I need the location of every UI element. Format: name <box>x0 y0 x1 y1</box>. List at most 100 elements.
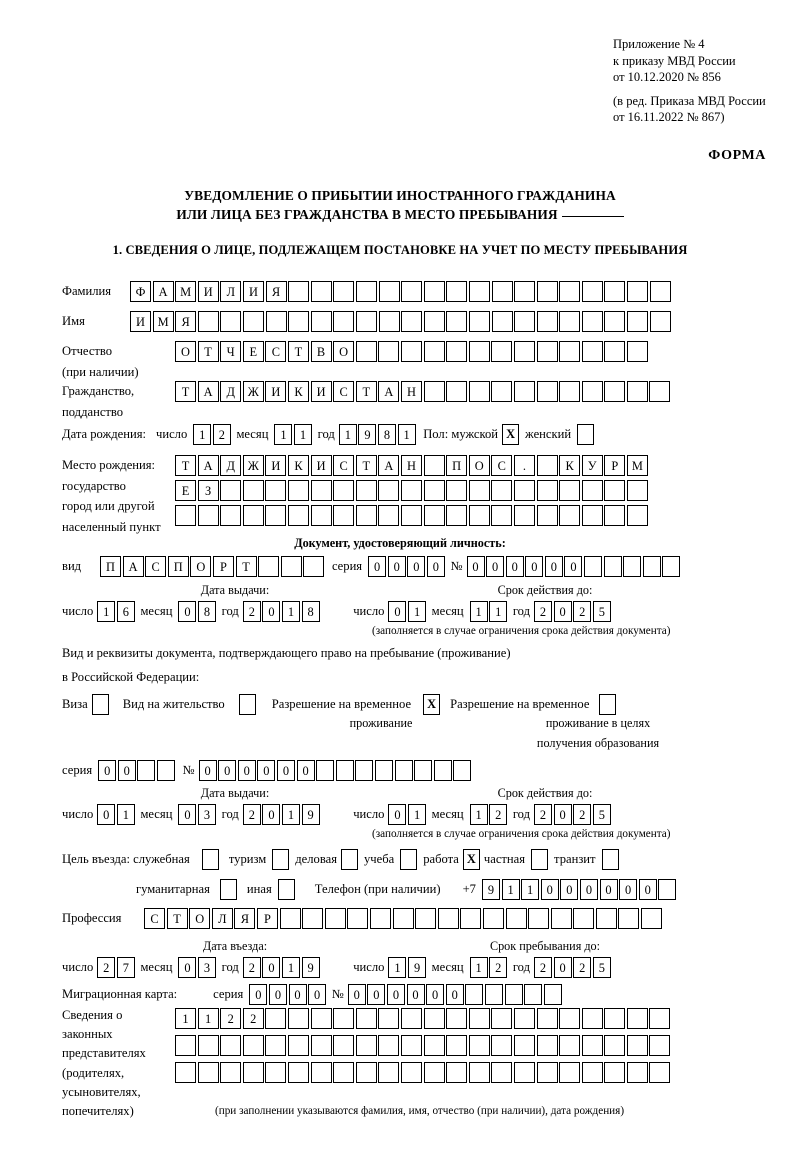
char-cell[interactable] <box>355 341 377 362</box>
char-cell[interactable]: 1 <box>294 424 313 445</box>
char-cell[interactable]: К <box>559 455 581 476</box>
char-cell[interactable]: 1 <box>282 804 301 825</box>
char-cell[interactable] <box>603 556 622 577</box>
char-cell[interactable]: 2 <box>242 957 261 978</box>
char-cell[interactable]: 0 <box>268 984 287 1005</box>
char-cell[interactable]: А <box>122 556 144 577</box>
char-cell[interactable] <box>197 1035 219 1056</box>
char-cell[interactable] <box>446 281 468 302</box>
char-cell[interactable] <box>333 480 355 501</box>
char-cell[interactable] <box>220 1062 242 1083</box>
purpose-humanitarian-checkbox[interactable] <box>219 879 237 900</box>
char-cell[interactable]: 0 <box>218 760 237 781</box>
char-cell[interactable] <box>242 311 264 332</box>
char-cell[interactable] <box>378 311 400 332</box>
char-cell[interactable] <box>355 1062 377 1083</box>
char-cell[interactable]: О <box>333 341 355 362</box>
char-cell[interactable]: 1 <box>521 879 540 900</box>
char-cell[interactable] <box>468 341 490 362</box>
char-cell[interactable]: 1 <box>408 601 427 622</box>
char-cell[interactable] <box>220 480 242 501</box>
char-cell[interactable]: К <box>287 381 309 402</box>
char-cell[interactable] <box>446 1008 468 1029</box>
char-cell[interactable]: 5 <box>592 804 611 825</box>
char-cell[interactable]: 3 <box>198 957 217 978</box>
char-cell[interactable] <box>573 908 595 929</box>
char-cell[interactable] <box>378 1035 400 1056</box>
char-cell[interactable] <box>658 879 677 900</box>
char-cell[interactable] <box>400 1062 422 1083</box>
char-cell[interactable] <box>302 908 324 929</box>
char-cell[interactable]: 5 <box>592 957 611 978</box>
char-cell[interactable]: И <box>265 381 287 402</box>
char-cell[interactable] <box>288 281 310 302</box>
char-cell[interactable]: 1 <box>469 804 488 825</box>
char-cell[interactable] <box>626 381 648 402</box>
char-cell[interactable]: И <box>197 281 219 302</box>
char-cell[interactable] <box>468 381 490 402</box>
char-cell[interactable] <box>595 908 617 929</box>
char-cell[interactable]: Ж <box>242 381 264 402</box>
char-cell[interactable] <box>604 1062 626 1083</box>
char-cell[interactable] <box>505 908 527 929</box>
char-cell[interactable] <box>649 1062 671 1083</box>
char-cell[interactable] <box>287 1008 309 1029</box>
char-cell[interactable] <box>423 341 445 362</box>
char-cell[interactable]: К <box>287 455 309 476</box>
char-cell[interactable]: 0 <box>564 556 583 577</box>
char-cell[interactable]: Я <box>175 311 197 332</box>
char-cell[interactable] <box>649 1008 671 1029</box>
char-cell[interactable]: А <box>152 281 174 302</box>
char-cell[interactable] <box>559 480 581 501</box>
char-cell[interactable] <box>355 505 377 526</box>
char-cell[interactable]: И <box>130 311 151 332</box>
char-cell[interactable] <box>604 1035 626 1056</box>
char-cell[interactable]: Я <box>265 281 287 302</box>
char-cell[interactable] <box>649 281 671 302</box>
char-cell[interactable] <box>626 1035 648 1056</box>
char-cell[interactable] <box>401 311 423 332</box>
char-cell[interactable] <box>446 341 468 362</box>
char-cell[interactable]: 0 <box>276 760 295 781</box>
char-cell[interactable] <box>242 505 264 526</box>
char-cell[interactable] <box>378 480 400 501</box>
char-cell[interactable]: О <box>190 556 212 577</box>
char-cell[interactable]: 0 <box>525 556 544 577</box>
char-cell[interactable]: И <box>310 455 332 476</box>
char-cell[interactable] <box>513 381 535 402</box>
char-cell[interactable] <box>468 505 490 526</box>
char-cell[interactable]: 8 <box>198 601 217 622</box>
visa-checkbox[interactable] <box>91 694 109 715</box>
char-cell[interactable] <box>482 908 504 929</box>
char-cell[interactable] <box>604 1008 626 1029</box>
char-cell[interactable] <box>536 381 558 402</box>
char-cell[interactable]: 2 <box>489 957 508 978</box>
char-cell[interactable] <box>355 1008 377 1029</box>
char-cell[interactable] <box>400 1035 422 1056</box>
char-cell[interactable] <box>197 311 219 332</box>
char-cell[interactable]: 0 <box>386 984 405 1005</box>
char-cell[interactable] <box>514 281 536 302</box>
char-cell[interactable]: 0 <box>262 804 281 825</box>
char-cell[interactable]: С <box>333 381 355 402</box>
char-cell[interactable]: С <box>145 556 167 577</box>
char-cell[interactable]: 7 <box>116 957 135 978</box>
char-cell[interactable] <box>559 381 581 402</box>
char-cell[interactable] <box>378 505 400 526</box>
char-cell[interactable]: И <box>310 381 332 402</box>
char-cell[interactable]: Е <box>242 341 264 362</box>
char-cell[interactable] <box>623 556 642 577</box>
char-cell[interactable] <box>559 311 581 332</box>
char-cell[interactable] <box>316 760 335 781</box>
char-cell[interactable] <box>649 1035 671 1056</box>
char-cell[interactable]: 1 <box>489 601 508 622</box>
char-cell[interactable]: Н <box>400 455 422 476</box>
